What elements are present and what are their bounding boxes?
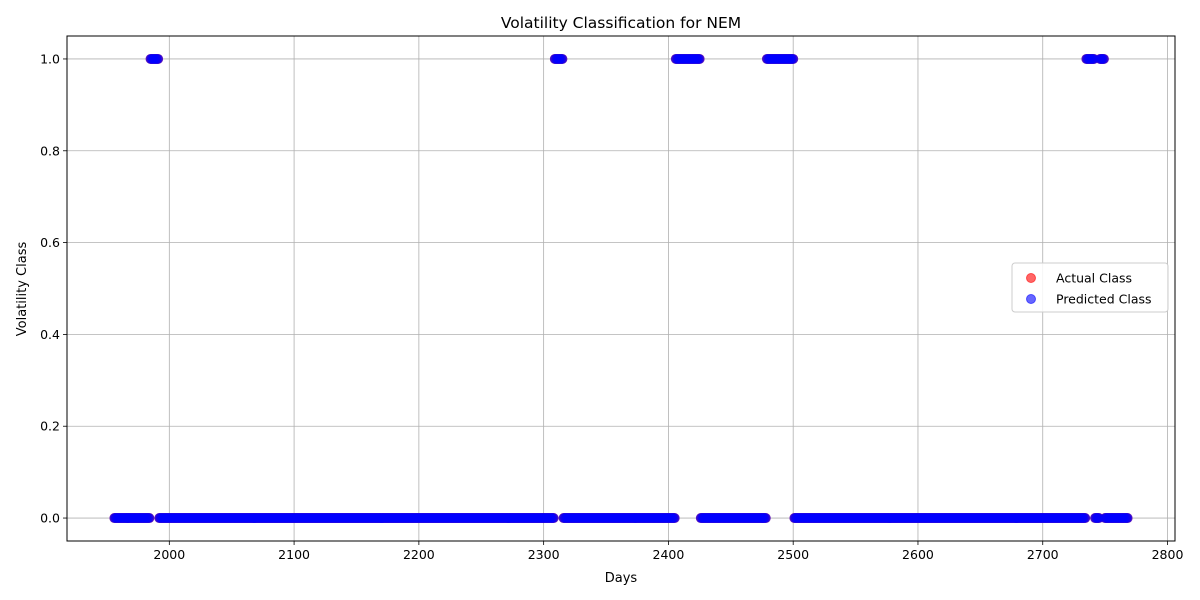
chart-title: Volatility Classification for NEM bbox=[501, 14, 741, 32]
predicted-class-point bbox=[557, 53, 568, 64]
predicted-class-point bbox=[1122, 513, 1133, 524]
x-tick-label: 2700 bbox=[1027, 547, 1059, 562]
x-tick-label: 2200 bbox=[403, 547, 435, 562]
x-tick-label: 2400 bbox=[653, 547, 685, 562]
legend-box bbox=[1011, 262, 1169, 313]
legend-label-predicted: Predicted Class bbox=[1056, 292, 1152, 307]
x-tick-label: 2300 bbox=[528, 547, 560, 562]
predicted-class-point bbox=[153, 53, 164, 64]
legend: Actual Class Predicted Class bbox=[1011, 262, 1169, 313]
predicted-class-point bbox=[144, 513, 155, 524]
x-tick-label: 2600 bbox=[902, 547, 934, 562]
plot-frame bbox=[66, 35, 1176, 542]
y-tick-label: 0.2 bbox=[40, 419, 60, 434]
predicted-class-point bbox=[669, 513, 680, 524]
y-axis-ticks: 0.0 0.2 0.4 0.6 0.8 1.0 bbox=[40, 51, 67, 526]
x-tick-label: 2500 bbox=[777, 547, 809, 562]
x-tick-label: 2000 bbox=[153, 547, 185, 562]
predicted-class-point bbox=[1098, 53, 1109, 64]
y-tick-label: 0.8 bbox=[40, 143, 60, 158]
x-tick-label: 2800 bbox=[1152, 547, 1184, 562]
y-tick-label: 0.0 bbox=[40, 511, 60, 526]
predicted-class-point bbox=[788, 53, 799, 64]
predicted-class-point bbox=[1080, 513, 1091, 524]
y-tick-label: 0.4 bbox=[40, 327, 60, 342]
y-axis-label: Volatility Class bbox=[15, 242, 30, 337]
x-tick-label: 2100 bbox=[278, 547, 310, 562]
x-axis-label: Days bbox=[605, 571, 638, 586]
predicted-class-point bbox=[760, 513, 771, 524]
data-points bbox=[109, 53, 1133, 524]
x-axis-ticks: 2000 2100 2200 2300 2400 2500 2600 2700 2800 bbox=[153, 541, 1183, 562]
predicted-class-point bbox=[694, 53, 705, 64]
legend-marker-actual bbox=[1026, 273, 1036, 283]
predicted-class-point bbox=[548, 513, 559, 524]
legend-label-actual: Actual Class bbox=[1056, 271, 1132, 286]
y-tick-label: 0.6 bbox=[40, 235, 60, 250]
legend-marker-predicted bbox=[1026, 294, 1036, 304]
y-tick-label: 1.0 bbox=[40, 51, 60, 66]
